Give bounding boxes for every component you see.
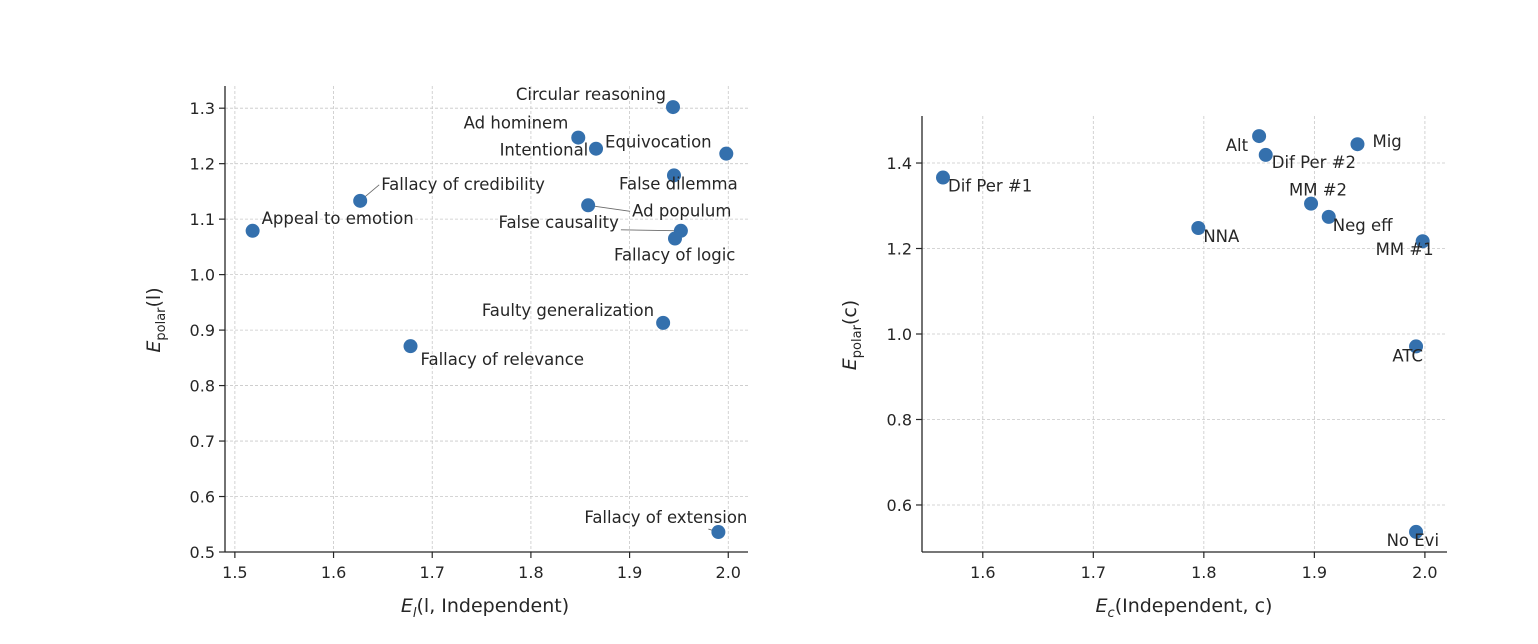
point-label: Fallacy of credibility bbox=[381, 175, 545, 194]
data-point bbox=[1258, 147, 1273, 162]
point-label: Fallacy of logic bbox=[614, 246, 735, 265]
x-tick-label: 2.0 bbox=[1412, 563, 1437, 582]
y-tick-label: 1.2 bbox=[887, 240, 912, 259]
x-tick-label: 1.9 bbox=[617, 563, 642, 582]
data-point bbox=[1409, 339, 1424, 354]
x-tick-label: 2.0 bbox=[716, 563, 741, 582]
x-tick-label: 1.6 bbox=[321, 563, 346, 582]
point-label: No Evi bbox=[1387, 531, 1439, 550]
right-scatter-panel: 1.6 1.7 1.8 1.9 2.0 0.6 0.8 1.0 1.2 1.4 Ec(Indepen… bbox=[839, 116, 1447, 621]
data-point bbox=[656, 315, 671, 330]
data-point bbox=[1409, 524, 1424, 539]
point-label: Alt bbox=[1226, 136, 1249, 155]
data-point bbox=[403, 339, 418, 354]
y-axis-label: Epolar(c) bbox=[839, 300, 865, 370]
data-point bbox=[936, 170, 950, 185]
data-point bbox=[1304, 196, 1319, 211]
point-label: Circular reasoning bbox=[516, 85, 666, 104]
point-label: Neg eff bbox=[1333, 216, 1393, 235]
label-leader-line bbox=[620, 229, 681, 232]
y-tick-label: 1.0 bbox=[190, 266, 215, 285]
data-point bbox=[1191, 220, 1206, 235]
point-label: ATC bbox=[1392, 346, 1423, 365]
point-label: Dif Per #2 bbox=[1272, 153, 1356, 172]
data-point bbox=[1252, 129, 1267, 144]
left-scatter-panel: 1.5 1.6 1.7 1.8 1.9 2.0 0.5 0.6 0.7 0.8 0.9 1.0 1.1 1… bbox=[143, 85, 748, 621]
y-tick-label: 0.6 bbox=[887, 496, 912, 515]
y-tick-label: 1.2 bbox=[190, 155, 215, 174]
point-label: Appeal to emotion bbox=[262, 209, 414, 228]
y-tick-label: 0.9 bbox=[190, 321, 215, 340]
point-label: Mig bbox=[1372, 132, 1401, 151]
y-axis-label: Epolar(l) bbox=[143, 287, 169, 352]
data-point bbox=[667, 231, 682, 246]
point-label: Dif Per #1 bbox=[948, 177, 1032, 196]
data-point bbox=[711, 525, 726, 540]
data-point bbox=[589, 141, 604, 156]
point-label: Faulty generalization bbox=[482, 301, 654, 320]
point-label: Fallacy of extension bbox=[584, 508, 747, 527]
data-point bbox=[1415, 234, 1430, 249]
data-point bbox=[1321, 209, 1336, 224]
data-point bbox=[353, 193, 368, 208]
y-tick-label: 0.6 bbox=[190, 488, 215, 507]
point-label: Intentional bbox=[500, 141, 589, 160]
x-tick-label: 1.9 bbox=[1302, 563, 1327, 582]
point-label: NNA bbox=[1203, 227, 1240, 246]
point-label: False dilemma bbox=[619, 174, 738, 193]
point-label: Ad populum bbox=[632, 201, 731, 220]
y-tick-label: 0.7 bbox=[190, 432, 215, 451]
x-tick-label: 1.5 bbox=[222, 563, 247, 582]
y-tick-label: 1.4 bbox=[887, 154, 912, 173]
x-tick-label: 1.7 bbox=[419, 563, 444, 582]
y-tick-label: 1.0 bbox=[887, 325, 912, 344]
data-point bbox=[571, 130, 586, 145]
data-point bbox=[581, 198, 596, 213]
point-label: Ad hominem bbox=[464, 114, 569, 133]
y-tick-label: 0.8 bbox=[887, 410, 912, 429]
point-label: False causality bbox=[498, 213, 619, 232]
x-tick-label: 1.6 bbox=[970, 563, 995, 582]
x-tick-label: 1.8 bbox=[1191, 563, 1216, 582]
data-point bbox=[719, 146, 734, 161]
x-axis-label: El(l, Independent) bbox=[401, 595, 569, 621]
y-tick-label: 1.1 bbox=[190, 210, 215, 229]
point-label: MM #1 bbox=[1376, 240, 1434, 259]
data-point bbox=[666, 168, 681, 183]
data-point bbox=[666, 100, 681, 115]
y-tick-label: 0.5 bbox=[190, 543, 215, 562]
label-leader-line bbox=[588, 204, 631, 212]
data-point bbox=[245, 223, 260, 238]
data-point bbox=[1350, 137, 1365, 152]
point-label: Fallacy of relevance bbox=[421, 350, 584, 369]
y-tick-label: 0.8 bbox=[190, 377, 215, 396]
x-tick-label: 1.7 bbox=[1081, 563, 1106, 582]
point-label: Equivocation bbox=[605, 133, 712, 152]
y-tick-label: 1.3 bbox=[190, 99, 215, 118]
x-tick-label: 1.8 bbox=[518, 563, 543, 582]
point-label: MM #2 bbox=[1289, 181, 1347, 200]
x-axis-label: Ec(Independent, c) bbox=[1096, 595, 1273, 621]
